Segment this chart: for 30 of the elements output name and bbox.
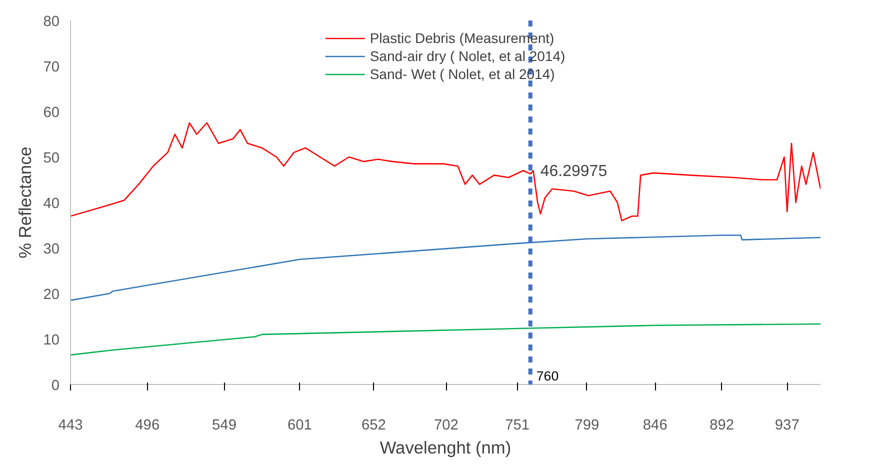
line-series — [70, 234, 820, 301]
y-tick-label: 80 — [43, 14, 60, 30]
x-tick-label: 751 — [505, 418, 530, 434]
y-tick-label: 10 — [43, 332, 60, 348]
y-tick-label: 50 — [43, 150, 60, 166]
y-tick-label: 30 — [43, 242, 60, 258]
x-tick-label: 846 — [642, 418, 668, 434]
line-series — [70, 122, 820, 222]
y-tick-label: 20 — [43, 287, 60, 303]
annotation: 46.29975 — [540, 162, 608, 180]
x-tick-label: 601 — [287, 418, 312, 434]
legend-label: Sand- Wet ( Nolet, et al 2014) — [370, 66, 555, 82]
ref-line-label: 760 — [536, 368, 559, 384]
x-tick-label: 652 — [361, 418, 386, 434]
legend-label: Sand-air dry ( Nolet, et al 2014) — [370, 48, 566, 64]
y-tick-label: 70 — [43, 60, 60, 76]
x-tick-label: 702 — [434, 418, 458, 434]
y-axis-title: % Reflectance — [15, 146, 36, 258]
y-tick-label: 60 — [43, 105, 60, 121]
y-tick-label: 40 — [43, 196, 60, 212]
x-tick-label: 443 — [58, 418, 83, 434]
x-tick-label: 892 — [710, 418, 734, 434]
y-tick-label: 0 — [51, 378, 60, 394]
line-series — [70, 323, 820, 356]
legend-label: Plastic Debris (Measurement) — [370, 30, 554, 46]
x-tick-label: 937 — [774, 418, 800, 434]
x-tick-label: 799 — [574, 418, 600, 434]
x-tick-label: 549 — [212, 418, 237, 434]
x-axis-title: Wavelenght (nm) — [380, 438, 512, 458]
x-tick-label: 496 — [135, 418, 160, 434]
